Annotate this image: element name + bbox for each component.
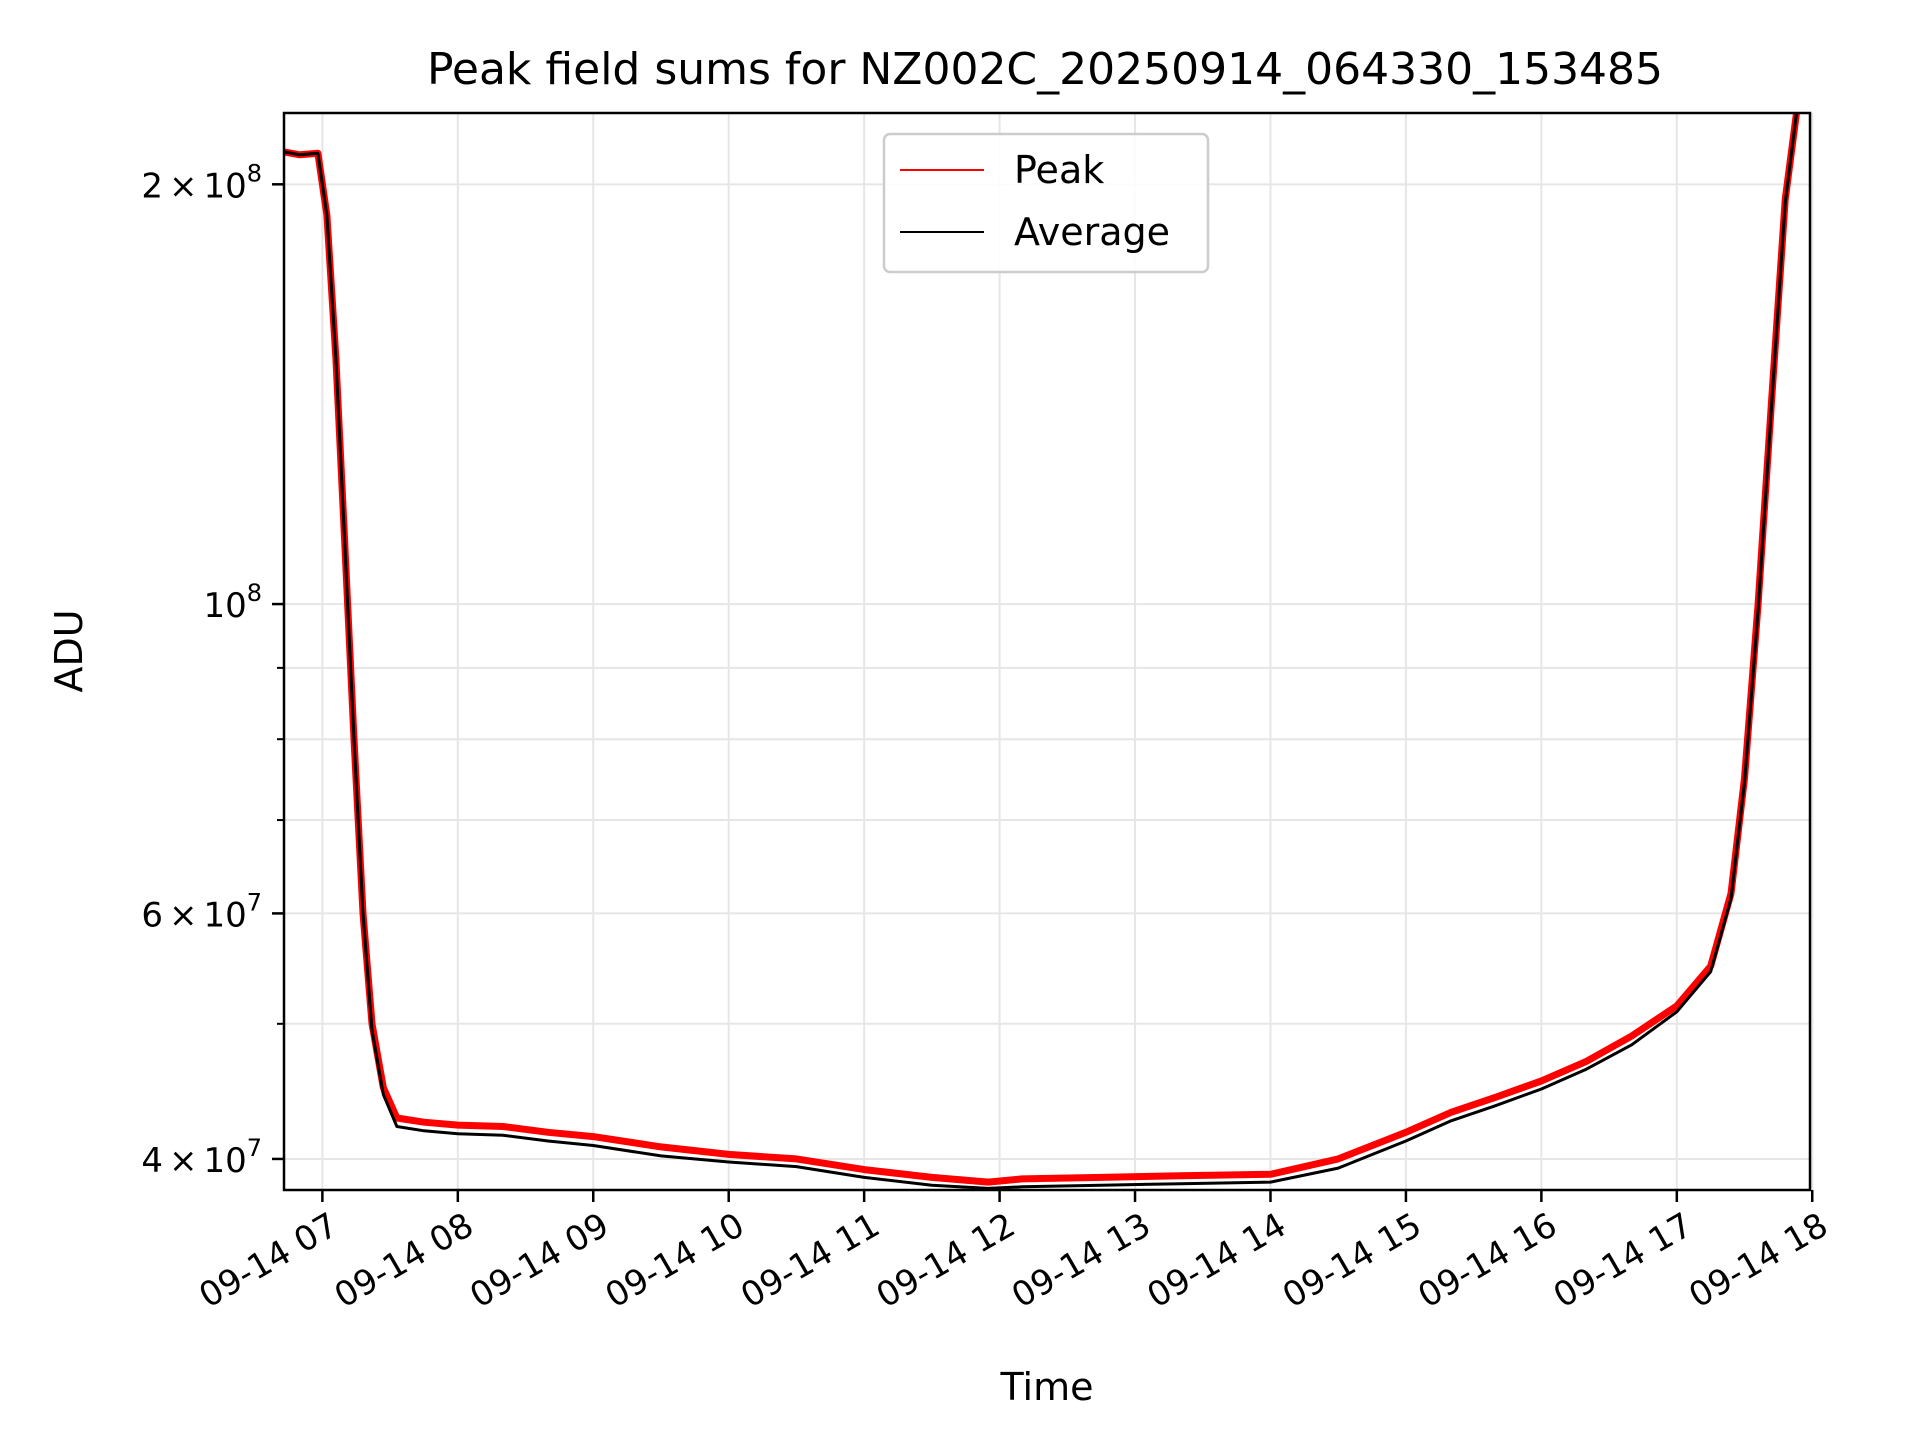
legend-label-average: Average xyxy=(1014,210,1170,254)
y-tick-exponent: 8 xyxy=(247,159,262,187)
y-tick-base: 10 xyxy=(203,895,246,935)
y-tick-mantissa: 6 xyxy=(141,895,163,935)
series-line-average xyxy=(284,113,1798,1190)
y-tick-mantissa: 4 xyxy=(141,1141,163,1181)
legend-label-peak: Peak xyxy=(1014,148,1104,192)
x-axis-label: Time xyxy=(1000,1365,1094,1409)
y-tick-times: × xyxy=(169,1141,198,1181)
y-tick-label: 2 × 108 xyxy=(141,159,262,206)
series-group xyxy=(284,113,1800,1190)
y-tick-mantissa: 2 xyxy=(141,166,163,206)
y-tick-exponent: 8 xyxy=(247,579,262,607)
y-tick-times: × xyxy=(169,166,198,206)
y-tick-label: 4 × 107 xyxy=(141,1134,262,1181)
y-tick-exponent: 7 xyxy=(247,1134,262,1162)
y-tick-base: 10 xyxy=(203,166,246,206)
y-tick-label: 6 × 107 xyxy=(141,888,262,935)
y-axis-label: ADU xyxy=(47,609,91,692)
legend-box xyxy=(882,132,1210,274)
y-tick-base: 10 xyxy=(203,1141,246,1181)
y-tick-label: 108 xyxy=(203,579,262,626)
chart-title: Peak field sums for NZ002C_20250914_0643… xyxy=(427,44,1663,95)
y-tick-exponent: 7 xyxy=(247,888,262,916)
plot-frame xyxy=(282,111,1812,1192)
legend: Peak Average xyxy=(882,132,1210,274)
y-tick-times: × xyxy=(169,895,198,935)
y-tick-base: 10 xyxy=(203,586,246,626)
